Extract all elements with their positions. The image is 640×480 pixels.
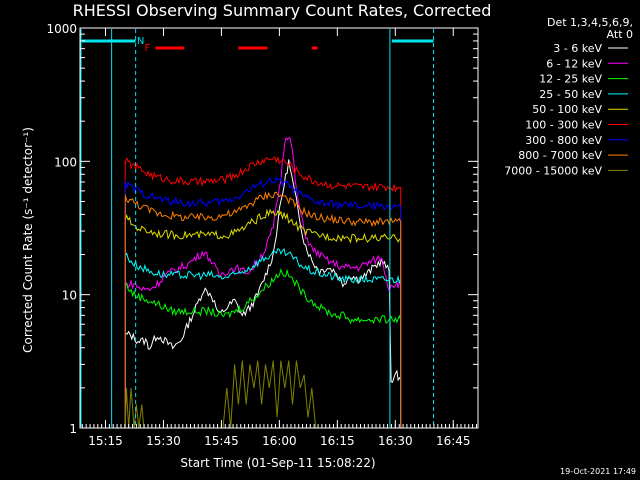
x-tick-label-5: 16:30 — [378, 434, 413, 448]
legend-entry-label-1: 6 - 12 keV — [546, 57, 602, 70]
series-line-2 — [125, 267, 402, 325]
series-line-5 — [124, 155, 401, 193]
x-axis-label: Start Time (01-Sep-11 15:08:22) — [180, 456, 375, 470]
x-tick-label-2: 15:45 — [204, 434, 239, 448]
legend-entry-label-5: 100 - 300 keV — [525, 119, 602, 132]
chart-title: RHESSI Observing Summary Count Rates, Co… — [73, 1, 492, 20]
y-tick-label-1: 10 — [62, 289, 77, 303]
y-tick-label-2: 100 — [54, 155, 77, 169]
legend-header-0: Det 1,3,4,5,6,9, — [547, 16, 633, 29]
y-tick-label-0: 1 — [69, 422, 77, 436]
x-tick-label-6: 16:45 — [436, 434, 471, 448]
legend-entry-label-2: 12 - 25 keV — [539, 73, 602, 86]
legend-header-1: Att 0 — [607, 28, 633, 41]
plot-flags-layer: NF — [80, 29, 435, 427]
plot-axes-layer: 15:15 15:30 15:45 16:00 16:15 16:30 16:45 1 10 10… — [46, 22, 478, 448]
legend-entry-label-0: 3 - 6 keV — [553, 42, 602, 55]
night-flag-label: N — [137, 36, 144, 47]
x-tick-label-3: 16:00 — [262, 434, 297, 448]
x-tick-label-4: 16:15 — [320, 434, 355, 448]
legend-entry-label-8: 7000 - 15000 keV — [504, 164, 602, 177]
legend-entry-label-6: 300 - 800 keV — [525, 134, 602, 147]
flare-flag-label: F — [144, 43, 150, 54]
legend-entry-label-7: 800 - 7000 keV — [518, 149, 602, 162]
x-tick-label-1: 15:30 — [146, 434, 181, 448]
legend: Det 1,3,4,5,6,9,Att 0 3 - 6 keV 6 - 12 keV… — [504, 16, 633, 177]
legend-entry-label-3: 25 - 50 keV — [539, 88, 602, 101]
generation-timestamp: 19-Oct-2021 17:49 — [560, 467, 636, 476]
y-tick-label-3: 1000 — [46, 22, 77, 36]
plot-series-layer — [124, 136, 402, 429]
series-line-7 — [124, 191, 402, 228]
legend-entry-label-4: 50 - 100 keV — [532, 103, 602, 116]
series-line-1 — [125, 136, 402, 293]
series-line-6 — [124, 175, 402, 211]
y-axis-label: Corrected Count Rate (s⁻¹ detector⁻¹) — [21, 127, 35, 353]
series-line-4 — [124, 208, 402, 244]
series-line-3 — [124, 247, 402, 284]
x-tick-label-0: 15:15 — [88, 434, 123, 448]
